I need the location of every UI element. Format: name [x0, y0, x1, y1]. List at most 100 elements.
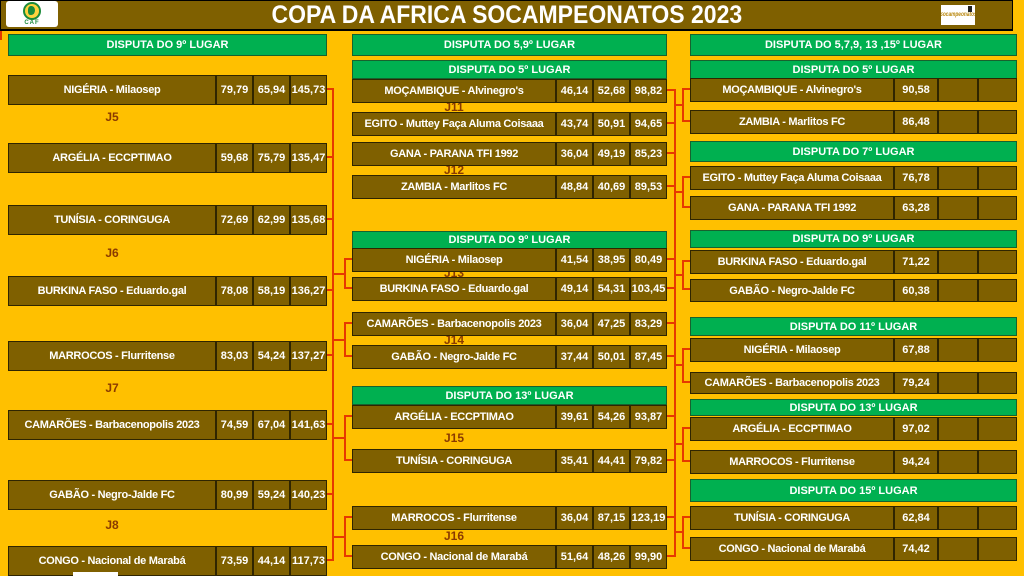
total-cell: 89,53 — [629, 176, 666, 198]
total-cell: 85,23 — [629, 143, 666, 165]
team-name: CAMARÕES - Barbacenopolis 2023 — [704, 377, 880, 389]
match-label: J5 — [105, 110, 119, 124]
team-name: GABÃO - Negro-Jalde FC — [391, 351, 517, 363]
empty-score-cell — [937, 339, 977, 361]
score-cell: 54,31 — [592, 278, 629, 300]
team-box: GABÃO - Negro-Jalde FC 37,44 50,01 87,45 — [352, 345, 667, 369]
empty-score-cell — [977, 197, 1016, 219]
score-cell: 47,25 — [592, 313, 629, 335]
team-name: CONGO - Nacional de Marabá — [38, 555, 186, 567]
team-box: MARROCOS - Flurritense 94,24 — [690, 450, 1017, 474]
team-box: NIGÉRIA - Milaosep 67,88 — [690, 338, 1017, 362]
empty-score-cell — [977, 251, 1016, 273]
empty-score-cell — [937, 111, 977, 133]
score-cell: 86,48 — [893, 111, 937, 133]
score-cell: 72,69 — [215, 206, 252, 234]
score-cell: 39,61 — [555, 406, 592, 428]
team-name: MOÇAMBIQUE - Alvinegro's — [384, 85, 524, 97]
team-name: CAMARÕES - Barbacenopolis 2023 — [366, 318, 542, 330]
score-cell: 87,15 — [592, 507, 629, 529]
score-cell: 44,41 — [592, 450, 629, 472]
score-cell: 63,28 — [893, 197, 937, 219]
team-box: NIGÉRIA - Milaosep 41,54 38,95 80,49 — [352, 248, 667, 272]
team-box: MOÇAMBIQUE - Alvinegro's 46,14 52,68 98,… — [352, 79, 667, 103]
total-cell: 135,68 — [289, 206, 326, 234]
empty-score-cell — [977, 451, 1016, 473]
team-box: ARGÉLIA - ECCPTIMAO 97,02 — [690, 417, 1017, 441]
empty-score-cell — [937, 79, 977, 101]
total-cell: 136,27 — [289, 277, 326, 305]
team-box: ARGÉLIA - ECCPTIMAO 59,68 75,79 135,47 — [8, 143, 327, 173]
team-name: ARGÉLIA - ECCPTIMAO — [52, 152, 172, 164]
total-cell: 140,23 — [289, 481, 326, 509]
empty-score-cell — [977, 167, 1016, 189]
team-name: TUNÍSIA - CORINGUGA — [53, 214, 171, 226]
column-header-left: DISPUTA DO 9º LUGAR — [8, 34, 327, 56]
score-cell: 54,24 — [252, 342, 289, 370]
score-cell: 48,84 — [555, 176, 592, 198]
score-cell: 41,54 — [555, 249, 592, 271]
section-header-5th-place: DISPUTA DO 5º LUGAR — [690, 60, 1017, 79]
empty-score-cell — [937, 167, 977, 189]
team-box: MOÇAMBIQUE - Alvinegro's 90,58 — [690, 78, 1017, 102]
score-cell: 83,03 — [215, 342, 252, 370]
organizer-logo-figure-icon — [968, 6, 972, 12]
match-label: J8 — [105, 518, 119, 532]
team-name: ARGÉLIA - ECCPTIMAO — [732, 423, 852, 435]
team-name: EGITO - Muttey Faça Aluma Coisaaa — [702, 172, 882, 184]
total-cell: 94,65 — [629, 113, 666, 135]
score-cell: 49,14 — [555, 278, 592, 300]
column-header-right: DISPUTA DO 5,7,9, 13 ,15º LUGAR — [690, 34, 1017, 56]
team-box: TUNÍSIA - CORINGUGA 72,69 62,99 135,68 — [8, 205, 327, 235]
score-cell: 94,24 — [893, 451, 937, 473]
empty-score-cell — [937, 373, 977, 393]
empty-score-cell — [937, 197, 977, 219]
section-header-9th-place: DISPUTA DO 9º LUGAR — [690, 230, 1017, 248]
team-box: ZAMBIA - Marlitos FC 48,84 40,69 89,53 — [352, 175, 667, 199]
organizer-logo-label: Socampeonatos — [941, 12, 975, 18]
score-cell: 51,64 — [555, 546, 592, 568]
total-cell: 141,63 — [289, 411, 326, 439]
section-header-13th-place: DISPUTA DO 13º LUGAR — [690, 399, 1017, 416]
score-cell: 37,44 — [555, 346, 592, 368]
team-box: CAMARÕES - Barbacenopolis 2023 36,04 47,… — [352, 312, 667, 336]
team-name: BURKINA FASO - Eduardo.gal — [717, 256, 867, 268]
score-cell: 38,95 — [592, 249, 629, 271]
team-box: CAMARÕES - Barbacenopolis 2023 79,24 — [690, 372, 1017, 394]
score-cell: 44,14 — [252, 547, 289, 575]
total-cell: 87,45 — [629, 346, 666, 368]
score-cell: 80,99 — [215, 481, 252, 509]
total-cell: 80,49 — [629, 249, 666, 271]
team-name: MARROCOS - Flurritense — [391, 512, 517, 524]
empty-score-cell — [937, 538, 977, 560]
score-cell: 36,04 — [555, 313, 592, 335]
team-box: CONGO - Nacional de Marabá 73,59 44,14 1… — [8, 546, 327, 576]
caf-logo-label: CAF — [24, 19, 40, 26]
score-cell: 50,01 — [592, 346, 629, 368]
score-cell: 36,04 — [555, 143, 592, 165]
score-cell: 79,79 — [215, 76, 252, 104]
column-header-middle: DISPUTA DO 5,9º LUGAR — [352, 34, 667, 56]
score-cell: 40,69 — [592, 176, 629, 198]
team-name: GANA - PARANA TFI 1992 — [727, 202, 857, 214]
total-cell: 83,29 — [629, 313, 666, 335]
team-name: BURKINA FASO - Eduardo.gal — [37, 285, 187, 297]
score-cell: 67,88 — [893, 339, 937, 361]
section-header-7th-place: DISPUTA DO 7º LUGAR — [690, 141, 1017, 162]
empty-score-cell — [937, 280, 977, 301]
title-bar: COPA DA AFRICA SOCAMPEONATOS 2023 — [0, 0, 1013, 31]
team-box: EGITO - Muttey Faça Aluma Coisaaa 76,78 — [690, 166, 1017, 190]
total-cell: 98,82 — [629, 80, 666, 102]
score-cell: 36,04 — [555, 507, 592, 529]
score-cell: 62,99 — [252, 206, 289, 234]
team-name: GANA - PARANA TFI 1992 — [389, 148, 519, 160]
total-cell: 103,45 — [629, 278, 666, 300]
empty-score-cell — [977, 111, 1016, 133]
match-label: J14 — [443, 333, 465, 347]
team-name: TUNÍSIA - CORINGUGA — [733, 512, 851, 524]
team-box: ARGÉLIA - ECCPTIMAO 39,61 54,26 93,87 — [352, 405, 667, 429]
score-cell: 54,26 — [592, 406, 629, 428]
score-cell: 35,41 — [555, 450, 592, 472]
team-name: NIGÉRIA - Milaosep — [743, 344, 841, 356]
